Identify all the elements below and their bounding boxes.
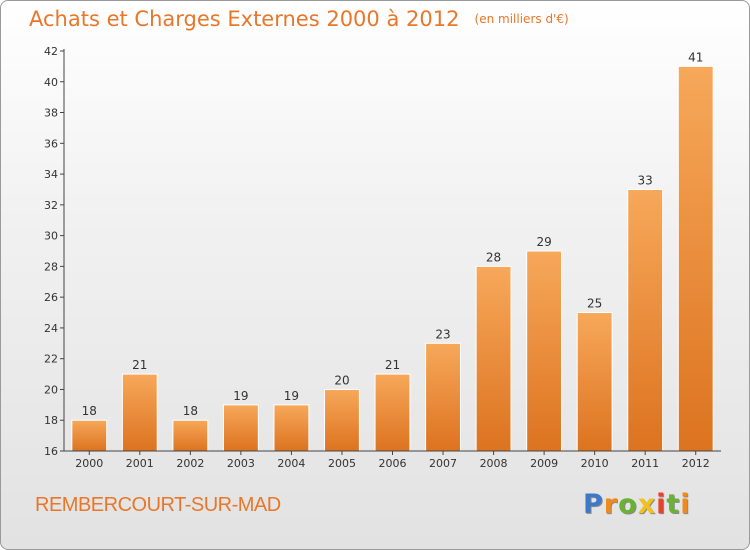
y-tick-label: 30	[44, 230, 58, 243]
y-tick-label: 18	[44, 414, 58, 427]
y-tick-label: 40	[44, 76, 58, 89]
y-tick-label: 28	[44, 260, 58, 273]
commune-name: REMBERCOURT-SUR-MAD	[35, 494, 281, 516]
x-tick-label: 2012	[682, 457, 710, 470]
logo-letter: P	[583, 489, 604, 520]
x-tick-label: 2006	[379, 457, 407, 470]
x-tick-label: 2010	[581, 457, 609, 470]
logo-letter: r	[603, 489, 619, 520]
bar-2001	[121, 373, 158, 452]
y-tick-label: 16	[44, 445, 58, 458]
bar-value-label: 23	[435, 327, 450, 341]
bar-2012	[677, 65, 714, 452]
bar-2003	[222, 404, 259, 452]
y-tick-label: 20	[44, 383, 58, 396]
bar-value-label: 20	[334, 373, 349, 387]
bar-value-label: 19	[284, 389, 299, 403]
bar-value-label: 21	[132, 358, 147, 372]
proxiti-logo[interactable]: Proxiti	[583, 489, 691, 520]
bar-value-label: 33	[638, 173, 653, 187]
chart-title: Achats et Charges Externes 2000 à 2012	[29, 7, 460, 31]
logo-letter: i	[656, 489, 667, 520]
x-axis: 2000 2001 2002 2003 2004 2005 2006 2007 2008 2009…	[64, 450, 721, 470]
x-tick-label: 2009	[530, 457, 558, 470]
y-tick-label: 42	[44, 45, 58, 58]
x-tick-label: 2007	[429, 457, 457, 470]
y-tick-label: 34	[44, 168, 58, 181]
logo-letter: i	[680, 489, 691, 520]
chart-unit: (en milliers d'€)	[474, 12, 569, 26]
logo-letter: t	[666, 489, 681, 520]
bar-value-label: 19	[233, 389, 248, 403]
bar-value-label: 41	[688, 50, 703, 64]
bar-2005	[324, 388, 360, 452]
title-row: Achats et Charges Externes 2000 à 2012 (…	[29, 7, 569, 31]
y-tick-label: 36	[44, 137, 58, 150]
logo-letter: x	[637, 489, 657, 520]
y-tick-label: 22	[44, 353, 58, 366]
bar-value-label: 29	[536, 235, 551, 249]
bar-2000	[71, 419, 108, 452]
x-tick-label: 2008	[480, 457, 508, 470]
bar-2008	[475, 265, 512, 452]
x-tick-label: 2003	[227, 457, 255, 470]
bar-value-label: 18	[183, 404, 198, 418]
y-axis: 16 18 20 22 24 26 28 30 32 34 36 38 40 42	[44, 45, 65, 458]
bar-2009	[526, 250, 563, 452]
x-tick-label: 2005	[328, 457, 356, 470]
bar-2007	[425, 342, 461, 452]
y-tick-label: 32	[44, 199, 58, 212]
bar-2006	[374, 373, 411, 452]
x-tick-label: 2011	[631, 457, 659, 470]
bar-value-label: 18	[82, 404, 97, 418]
bar-2004	[273, 404, 310, 452]
bar-value-label: 21	[385, 358, 400, 372]
bar-value-label: 28	[486, 250, 501, 264]
bar-2011	[627, 188, 664, 452]
bar-2010	[576, 312, 613, 452]
bars: 18 21 18 19 19 20 21 23 28 29 25 33 41	[71, 50, 714, 452]
x-tick-label: 2001	[126, 457, 154, 470]
y-tick-label: 24	[44, 322, 58, 335]
logo-letter: o	[618, 489, 638, 520]
y-tick-label: 26	[44, 291, 58, 304]
y-tick-label: 38	[44, 107, 58, 120]
bar-2002	[172, 419, 209, 452]
x-tick-label: 2004	[277, 457, 305, 470]
x-tick-label: 2002	[176, 457, 204, 470]
x-tick-label: 2000	[75, 457, 103, 470]
bar-value-label: 25	[587, 297, 602, 311]
